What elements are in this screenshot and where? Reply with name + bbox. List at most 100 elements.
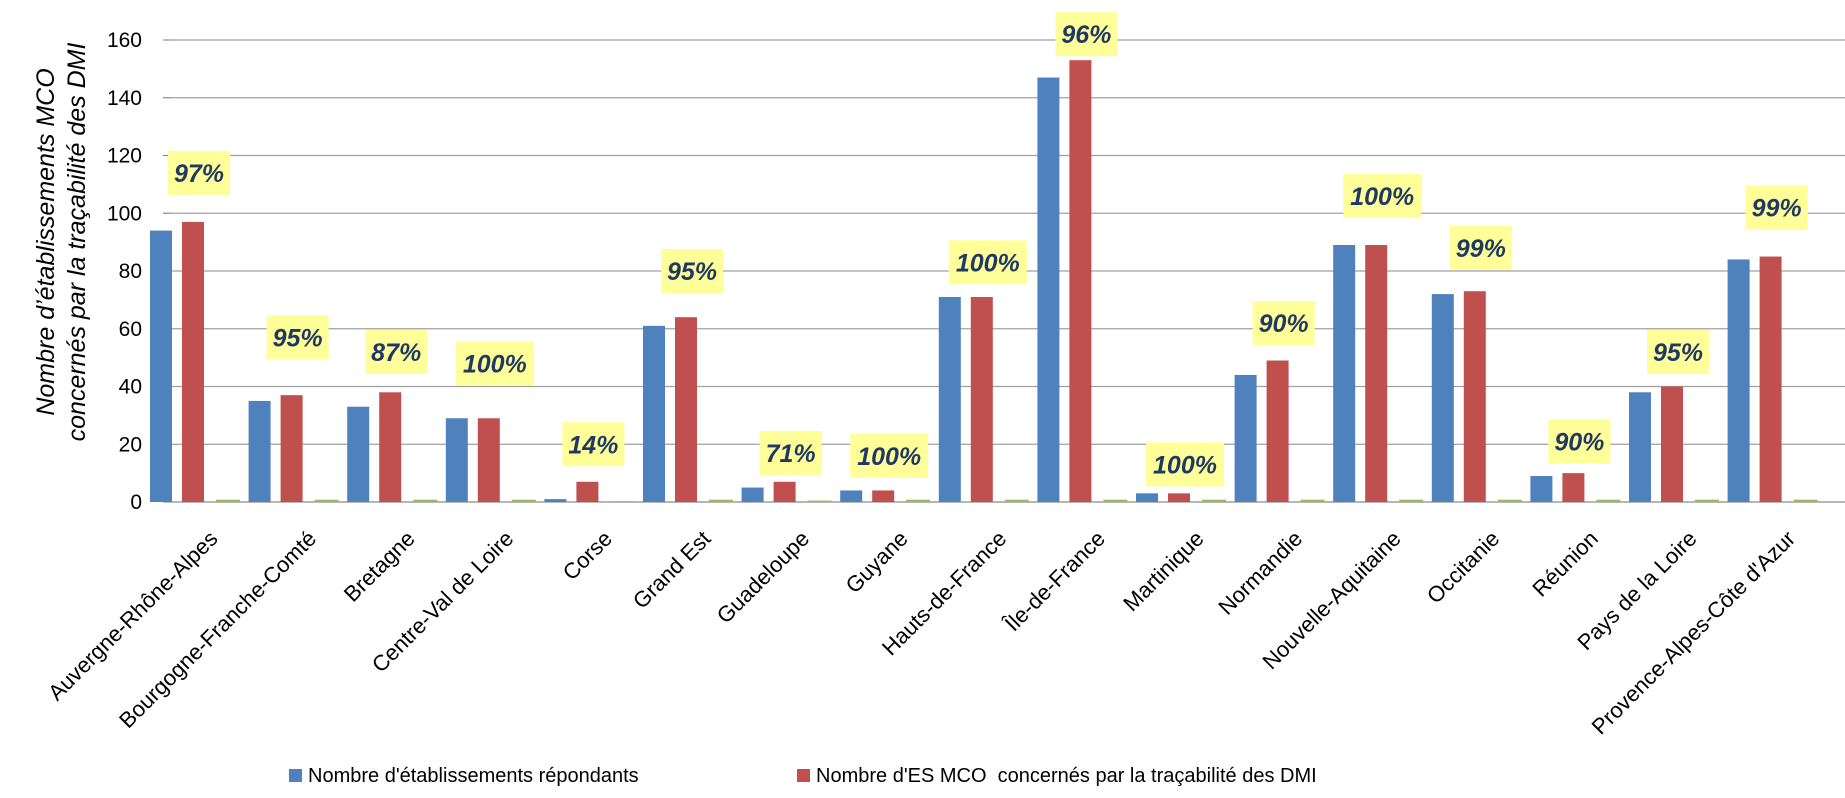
annotation-bg-11 xyxy=(1252,300,1315,345)
bar-series2-2 xyxy=(379,392,402,502)
category-label-11: Normandie xyxy=(1213,526,1307,620)
bars xyxy=(150,60,1818,503)
bar-series3-5 xyxy=(709,499,733,502)
bar-series2-16 xyxy=(1759,256,1782,502)
category-label-9: Île-de-France xyxy=(999,526,1110,637)
bar-series2-12 xyxy=(1365,245,1388,502)
bar-series1-1 xyxy=(248,400,271,502)
bar-series2-7 xyxy=(872,490,895,502)
category-label-10: Martinique xyxy=(1118,526,1208,616)
annotation-bg-1 xyxy=(266,315,329,360)
category-label-0: Auvergne-Rhône-Alpes xyxy=(43,526,222,705)
bar-series1-9 xyxy=(1037,77,1060,502)
annotation-bg-6 xyxy=(759,430,822,475)
annotation-bg-9 xyxy=(1055,12,1118,57)
legend-label-concernes: Nombre d'ES MCO concernés par la traçabi… xyxy=(816,765,1317,787)
category-label-2: Bretagne xyxy=(339,526,420,607)
bar-series3-0 xyxy=(216,499,240,502)
annotation-label-8: 100% xyxy=(956,249,1020,277)
category-label-14: Réunion xyxy=(1527,526,1603,602)
bar-series3-13 xyxy=(1497,499,1522,502)
annotation-bg-0 xyxy=(168,150,230,195)
y-tick-label: 100 xyxy=(107,202,142,225)
percentage-annotations: 97% 95% 87% 100% 14% 95% 71% 100% 100% 96% 100% 90%… xyxy=(168,12,1808,487)
bar-series1-11 xyxy=(1234,374,1257,502)
category-label-7: Guyane xyxy=(841,526,913,598)
annotation-bg-12 xyxy=(1343,173,1422,218)
annotation-bg-15 xyxy=(1647,329,1709,374)
y-axis-title-line1: Nombre d’établissements MCO xyxy=(32,68,60,415)
y-tick-label: 20 xyxy=(119,433,142,456)
annotation-bg-14 xyxy=(1548,419,1611,464)
bar-series3-3 xyxy=(511,499,536,502)
bar-series1-2 xyxy=(347,406,370,502)
bar-series1-14 xyxy=(1530,476,1553,502)
bar-series3-9 xyxy=(1103,499,1128,502)
y-tick-label: 140 xyxy=(107,87,142,110)
bar-series2-13 xyxy=(1463,291,1486,502)
category-label-6: Guadeloupe xyxy=(712,526,814,628)
annotation-bg-4 xyxy=(562,422,625,467)
bar-series1-8 xyxy=(938,296,961,502)
bar-series2-6 xyxy=(773,481,796,502)
bar-series2-9 xyxy=(1069,60,1092,503)
annotation-label-7: 100% xyxy=(857,443,921,471)
bar-series3-10 xyxy=(1202,499,1226,502)
bar-series1-0 xyxy=(150,230,172,502)
bar-series3-1 xyxy=(314,499,339,502)
annotation-label-1: 95% xyxy=(273,324,323,352)
bar-series3-12 xyxy=(1399,499,1424,502)
bar-series2-10 xyxy=(1168,493,1190,502)
bar-series3-11 xyxy=(1300,499,1325,502)
legend-swatch-respondants xyxy=(289,769,302,782)
bar-series3-16 xyxy=(1793,499,1818,502)
bar-series1-13 xyxy=(1431,294,1454,502)
y-tick-label: 0 xyxy=(130,491,142,514)
annotation-label-6: 71% xyxy=(766,440,816,468)
bar-series3-14 xyxy=(1596,499,1621,502)
annotation-bg-5 xyxy=(661,249,723,293)
y-tick-label: 40 xyxy=(119,376,142,399)
y-tick-label: 120 xyxy=(107,145,142,168)
category-label-1: Bourgogne-Franche-Comté xyxy=(114,526,321,733)
bar-series2-14 xyxy=(1562,473,1585,502)
bar-series1-3 xyxy=(445,418,468,502)
bar-series2-4 xyxy=(576,481,599,502)
annotation-bg-3 xyxy=(455,341,534,386)
bar-series2-8 xyxy=(970,296,993,502)
bar-series3-7 xyxy=(906,499,931,502)
y-tick-label: 160 xyxy=(107,29,142,52)
annotation-label-0: 97% xyxy=(174,160,224,188)
bar-series2-11 xyxy=(1266,360,1289,502)
category-label-16: Provence-Alpes-Côte d'Azur xyxy=(1587,526,1800,739)
annotation-bg-8 xyxy=(948,240,1027,285)
annotation-label-15: 95% xyxy=(1653,339,1703,367)
annotation-bg-7 xyxy=(850,433,929,478)
annotation-label-5: 95% xyxy=(667,258,717,286)
legend-label-respondants: Nombre d'établissements répondants xyxy=(308,765,639,787)
category-label-13: Occitanie xyxy=(1422,526,1505,609)
bar-series2-5 xyxy=(675,317,697,502)
legend: Nombre d'établissements répondants Nombr… xyxy=(289,765,1317,787)
bar-series3-15 xyxy=(1695,499,1719,502)
annotation-label-2: 87% xyxy=(371,339,421,367)
annotation-label-16: 99% xyxy=(1752,194,1802,222)
bar-series3-4 xyxy=(610,501,635,502)
annotation-bg-13 xyxy=(1449,225,1512,270)
bar-series1-12 xyxy=(1333,245,1356,502)
bar-series1-5 xyxy=(643,325,665,502)
y-tick-label: 60 xyxy=(119,318,142,341)
bar-series1-10 xyxy=(1136,493,1158,502)
bar-series1-15 xyxy=(1629,392,1651,502)
category-label-4: Corse xyxy=(558,526,617,585)
y-axis-ticks: 0 20 40 60 80 100 120 140 160 xyxy=(107,29,171,514)
bar-series2-15 xyxy=(1661,386,1683,502)
annotation-bg-2 xyxy=(365,329,428,374)
annotation-label-11: 90% xyxy=(1259,310,1309,338)
annotation-label-3: 100% xyxy=(463,350,527,378)
annotation-label-10: 100% xyxy=(1153,451,1217,479)
annotation-label-4: 14% xyxy=(568,431,618,459)
bar-series3-8 xyxy=(1004,499,1029,502)
bar-series1-4 xyxy=(544,499,567,502)
